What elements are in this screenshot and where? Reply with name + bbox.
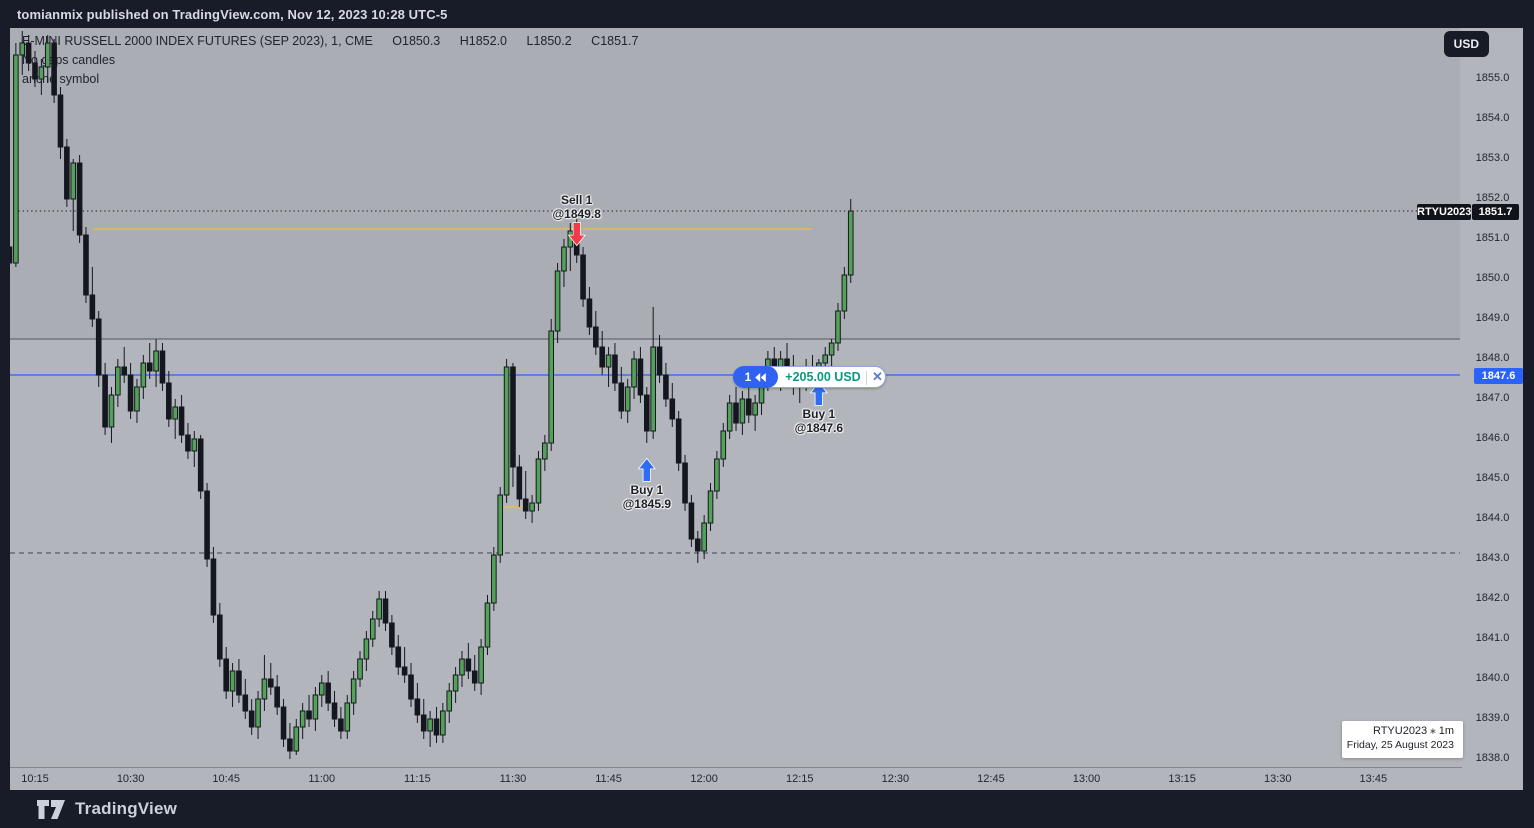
time-axis-label: 11:45 <box>595 773 622 785</box>
symbol-price-chip: RTYU2023 <box>1417 204 1472 220</box>
time-axis-label: 11:00 <box>308 773 336 785</box>
time-axis-label: 13:30 <box>1263 773 1292 785</box>
price-axis-label: 1842.0 <box>1475 592 1510 604</box>
time-axis-label: 12:15 <box>785 773 814 785</box>
time-axis-label: 13:45 <box>1359 773 1388 785</box>
position-widget[interactable]: 1 +205.00 USD ✕ <box>733 366 886 388</box>
price-axis-label: 1841.0 <box>1475 632 1510 644</box>
price-axis-label: 1847.0 <box>1475 392 1510 404</box>
price-axis-label: 1844.0 <box>1475 512 1510 524</box>
widget-divider <box>866 371 867 385</box>
levels-layer <box>10 210 1460 554</box>
price-axis-label: 1839.0 <box>1475 712 1510 724</box>
last-price-chip: 1851.7 <box>1472 204 1519 220</box>
close-position-button[interactable]: ✕ <box>872 369 883 384</box>
date-tooltip: RTYU2023 ∗ 1m Friday, 25 August 2023 <box>1342 721 1463 758</box>
time-axis-label: 12:00 <box>690 773 718 785</box>
time-axis-label: 11:15 <box>404 773 431 785</box>
time-axis-label: 13:15 <box>1168 773 1196 785</box>
price-axis-label: 1853.0 <box>1475 152 1510 164</box>
price-axis-label: 1848.0 <box>1475 352 1510 364</box>
time-axis-label: 10:30 <box>116 773 145 785</box>
symbol-title: E-MINI RUSSELL 2000 INDEX FUTURES (SEP 2… <box>22 34 373 48</box>
tradingview-brand-text: TradingView <box>75 799 178 818</box>
time-axis[interactable]: 10:15 10:30 10:45 11:00 11:15 11:30 11:45 12:00… <box>10 767 1462 790</box>
shade-layer <box>10 28 1460 339</box>
time-axis-label: 13:00 <box>1072 773 1101 785</box>
time-axis-label: 10:45 <box>212 773 240 785</box>
price-axis-label: 1845.0 <box>1475 472 1510 484</box>
price-axis-label: 1852.0 <box>1475 192 1510 204</box>
price-axis-label: 1849.0 <box>1475 312 1510 324</box>
time-axis-label: 10:15 <box>21 773 49 785</box>
market-status-icon: ∗ <box>1429 726 1437 736</box>
ohlc-high: H1852.0 <box>460 34 507 48</box>
tooltip-date: Friday, 25 August 2023 <box>1346 739 1454 751</box>
attribution-text: tomianmix published on TradingView.com, … <box>17 6 448 22</box>
price-axis-label: 1846.0 <box>1475 432 1510 444</box>
header-bar: tomianmix published on TradingView.com, … <box>0 0 1534 28</box>
price-axis-label: 1850.0 <box>1475 272 1510 284</box>
time-axis-label: 12:45 <box>977 773 1005 785</box>
candlestick-chart[interactable] <box>10 28 1523 790</box>
footer-bar: TradingView <box>0 790 1534 828</box>
price-axis-label: 1855.0 <box>1475 72 1510 84</box>
position-price-chip: 1847.6 <box>1474 368 1523 384</box>
position-quantity-badge[interactable]: 1 <box>733 366 778 388</box>
rewind-icon[interactable] <box>755 372 767 382</box>
chart-area: E-MINI RUSSELL 2000 INDEX FUTURES (SEP 2… <box>10 28 1523 790</box>
currency-usd-button[interactable]: USD <box>1443 31 1489 57</box>
ohlc-close: C1851.7 <box>591 34 638 48</box>
price-axis-label: 1840.0 <box>1475 672 1510 684</box>
position-profit: +205.00 USD <box>785 370 861 384</box>
ohlc-open: O1850.3 <box>392 34 440 48</box>
time-axis-label: 12:30 <box>881 773 910 785</box>
position-quantity: 1 <box>744 370 752 384</box>
ohlc-low: L1850.2 <box>527 34 572 48</box>
tooltip-symbol: RTYU2023 <box>1372 725 1428 737</box>
time-axis-label: 11:30 <box>499 773 527 785</box>
tooltip-interval: 1m <box>1438 725 1454 737</box>
legend-symbol-row: E-MINI RUSSELL 2000 INDEX FUTURES (SEP 2… <box>22 34 646 48</box>
price-axis-label: 1854.0 <box>1475 112 1510 124</box>
price-axis[interactable]: 1855.0 1854.0 1853.0 1852.0 1851.0 1850.0 1849… <box>1462 28 1523 767</box>
price-axis-label: 1843.0 <box>1475 552 1510 564</box>
price-axis-label: 1838.0 <box>1475 752 1510 764</box>
price-axis-label: 1851.0 <box>1475 232 1510 244</box>
tradingview-logo-icon <box>37 799 65 819</box>
tradingview-logo[interactable]: TradingView <box>37 799 177 820</box>
